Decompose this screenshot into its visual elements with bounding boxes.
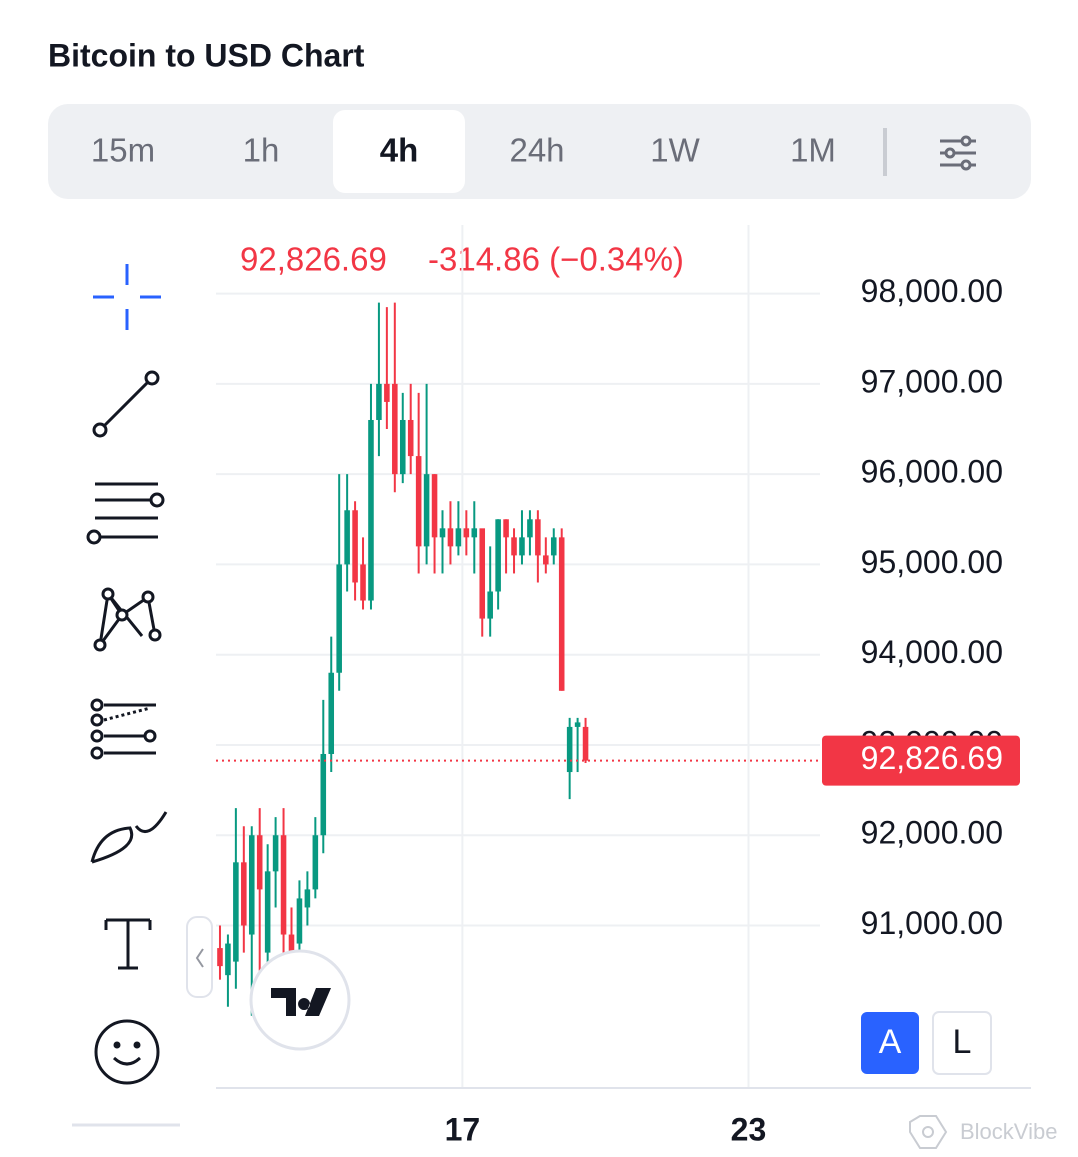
candle-body: [527, 519, 533, 538]
candle-body: [519, 537, 525, 556]
candle-body: [256, 835, 263, 890]
y-tick-label: 98,000.00: [861, 273, 1003, 309]
candle-body: [574, 722, 581, 727]
candle-body: [392, 383, 398, 475]
collapse-arrow: [195, 948, 204, 968]
candle-body: [566, 726, 573, 773]
candle-body: [233, 862, 239, 962]
candle-body: [336, 564, 342, 673]
log-scale-button[interactable]: [932, 1011, 992, 1075]
candle-body: [487, 591, 493, 619]
candle-body: [384, 383, 390, 402]
tab[interactable]: 1h: [243, 132, 280, 169]
watermark: BlockVibe: [960, 1119, 1057, 1144]
x-tick-label: 23: [731, 1111, 767, 1147]
y-tick-label: 97,000.00: [861, 363, 1003, 399]
candle-body: [296, 898, 303, 944]
tab[interactable]: 1M: [790, 132, 836, 169]
tab[interactable]: 4h: [380, 132, 419, 169]
y-tick-label: 96,000.00: [861, 454, 1003, 490]
candle-body: [248, 835, 255, 935]
candle-body: [344, 510, 350, 565]
candle-body: [272, 835, 279, 872]
candle-body: [550, 537, 557, 556]
candle-body: [376, 383, 382, 420]
tab[interactable]: 24h: [509, 132, 564, 169]
candle-body: [447, 528, 454, 547]
tab-bar: [48, 104, 1031, 199]
last-price-box: [822, 735, 1020, 786]
candle-body: [399, 419, 406, 475]
candle-body: [217, 948, 223, 967]
log-scale-label: L: [953, 1023, 972, 1061]
candle-body: [320, 753, 327, 836]
candle-body: [225, 943, 231, 976]
candle-body: [368, 419, 374, 601]
candle-body: [455, 528, 462, 547]
candle-body: [264, 871, 271, 953]
y-tick-label: 95,000.00: [861, 544, 1003, 580]
candle-body: [495, 519, 501, 592]
ticker-change: -314.86 (−0.34%): [428, 241, 684, 278]
candle-body: [471, 528, 478, 538]
y-tick-label: 91,000.00: [861, 905, 1003, 941]
title: Bitcoin to USD Chart: [48, 37, 365, 73]
candle-body: [479, 528, 486, 619]
candle-body: [352, 510, 358, 583]
watermark-icon: [909, 1115, 948, 1149]
tv-logo-mark: [271, 988, 331, 1016]
candle-body: [312, 835, 319, 890]
tab[interactable]: 15m: [91, 132, 155, 169]
candle-body: [511, 537, 517, 556]
drawing-toolbar: [72, 264, 180, 1127]
candle-body: [328, 672, 335, 754]
candle-body: [423, 474, 430, 547]
tab-active-bg: [333, 110, 465, 193]
candle-body: [439, 528, 446, 538]
y-tick-label: 94,000.00: [861, 634, 1003, 670]
plot: 172391,000.0092,000.0093,000.0094,000.00…: [216, 225, 1031, 1147]
candle-body: [241, 862, 247, 926]
auto-scale-label: A: [879, 1023, 902, 1061]
candle-body: [431, 474, 438, 538]
settings-icon[interactable]: [940, 135, 976, 171]
auto-scale-button[interactable]: [861, 1012, 919, 1074]
candle-body: [582, 726, 589, 761]
y-tick-label: 92,000.00: [861, 815, 1003, 851]
candle-body: [558, 537, 565, 691]
candle-body: [543, 555, 549, 565]
candle-body: [280, 835, 287, 935]
candle-body: [463, 528, 470, 538]
candle-body: [407, 419, 414, 457]
ticker-price: 92,826.69: [240, 241, 387, 278]
candle-body: [535, 519, 541, 556]
collapse-toolbar[interactable]: [186, 916, 213, 998]
candle-body: [415, 456, 422, 547]
last-price-label: 92,826.69: [861, 740, 1003, 776]
x-tick-label: 17: [445, 1111, 481, 1147]
candle-body: [304, 889, 311, 908]
tab[interactable]: 1W: [650, 132, 700, 169]
candle-body: [360, 564, 366, 601]
candle-body: [503, 519, 509, 538]
